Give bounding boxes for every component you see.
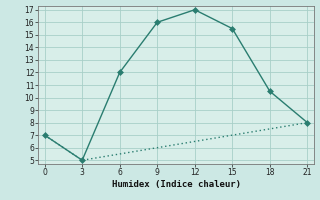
X-axis label: Humidex (Indice chaleur): Humidex (Indice chaleur) (111, 180, 241, 189)
